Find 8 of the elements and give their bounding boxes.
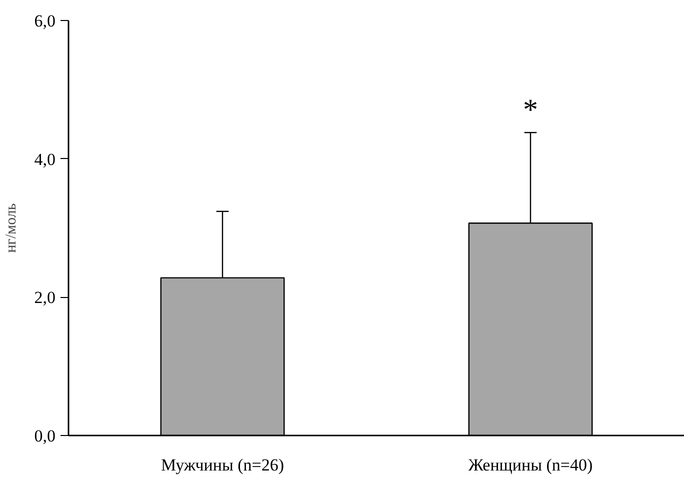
- annotation: *: [523, 94, 538, 127]
- x-tick-label: Мужчины (n=26): [160, 456, 284, 474]
- y-axis-title: нг/моль: [3, 203, 20, 253]
- x-tick-label: Женщины (n=40): [468, 456, 593, 474]
- y-tick-label: 6,0: [34, 12, 56, 30]
- y-tick-label: 4,0: [34, 150, 56, 169]
- y-tick-label: 0,0: [34, 426, 56, 446]
- y-tick-label: 2,0: [34, 288, 56, 308]
